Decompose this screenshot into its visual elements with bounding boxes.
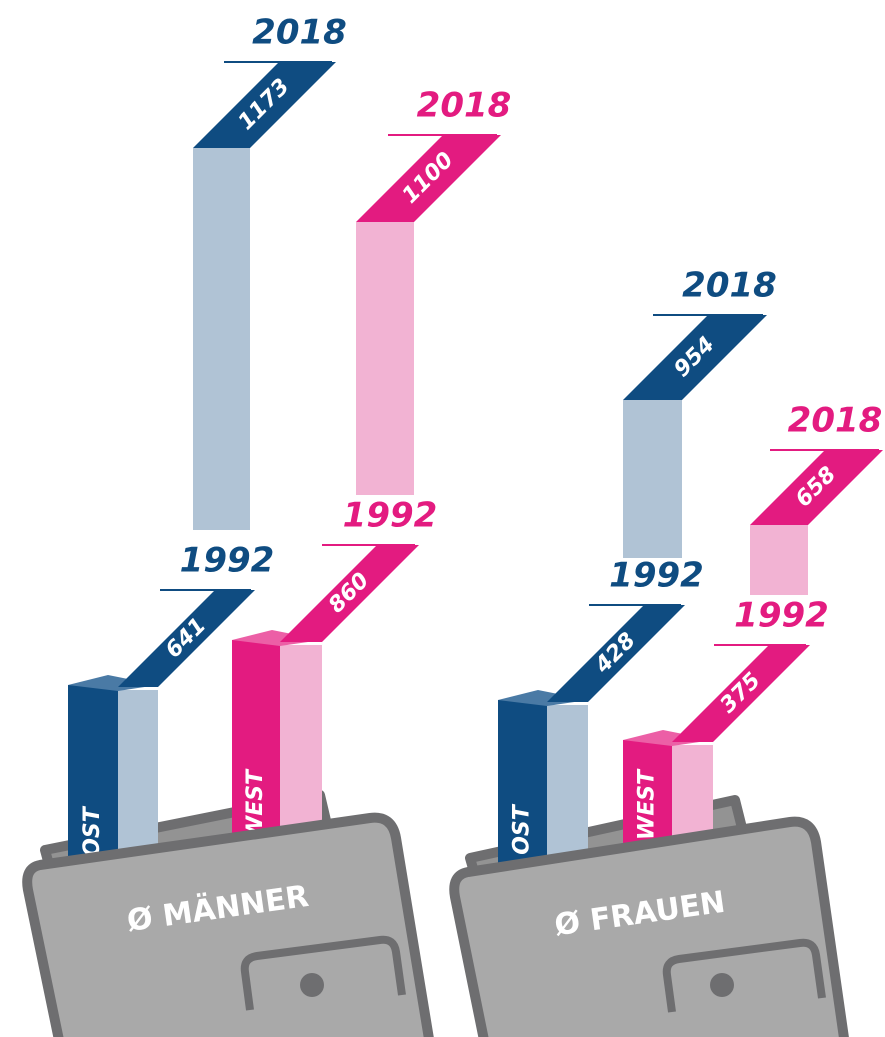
- year-label: 2018: [682, 266, 777, 306]
- bars: 117320186411992OST110020188601992WEST954…: [68, 13, 883, 888]
- wallet-button: [710, 973, 734, 997]
- year-label: 1992: [609, 556, 704, 596]
- wallet-button: [300, 973, 324, 997]
- year-label: 1992: [343, 496, 438, 536]
- year-label: 2018: [252, 13, 347, 53]
- bar-2018: [750, 525, 808, 595]
- year-label: 1992: [180, 541, 275, 581]
- region-label: OST: [510, 803, 535, 855]
- year-label: 2018: [788, 401, 883, 441]
- infographic: 117320186411992OST110020188601992WEST954…: [0, 0, 885, 1037]
- bar-2018: [356, 222, 414, 495]
- region-label: WEST: [635, 768, 660, 840]
- bar-2018: [193, 148, 250, 530]
- region-label: OST: [80, 805, 105, 857]
- year-label: 2018: [417, 86, 512, 126]
- wallet-fronts: Ø MÄNNER Ø FRAUEN: [27, 818, 845, 1037]
- bar-2018: [623, 400, 682, 558]
- year-label: 1992: [734, 596, 829, 636]
